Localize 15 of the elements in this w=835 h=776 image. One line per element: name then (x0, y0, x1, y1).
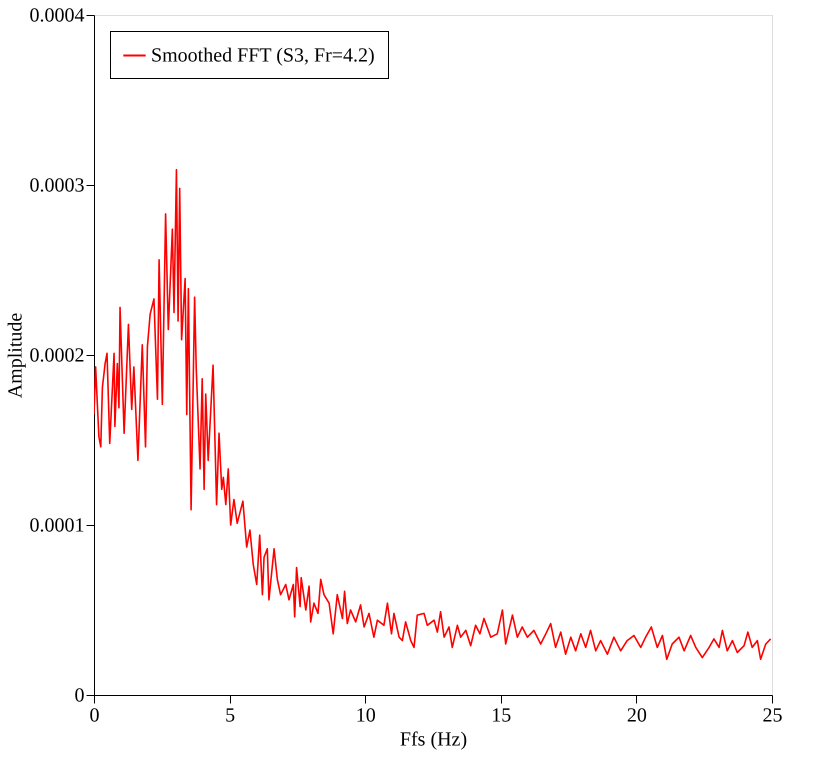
y-tick-label: 0.0001 (30, 514, 84, 536)
line-series (94, 168, 772, 660)
y-tick-label: 0.0004 (30, 4, 84, 26)
x-tick-label: 0 (90, 704, 100, 726)
legend-label: Smoothed FFT (S3, Fr=4.2) (151, 44, 375, 66)
x-tick-label: 5 (225, 704, 236, 726)
x-tick-label: 25 (762, 704, 782, 726)
x-tick-label: 20 (626, 704, 647, 726)
x-axis-title: Ffs (Hz) (400, 728, 468, 750)
y-axis-title: Amplitude (4, 312, 26, 398)
y-tick-label: 0.0003 (30, 174, 84, 196)
y-tick-label: 0 (74, 684, 84, 706)
x-tick-label: 15 (491, 704, 512, 726)
y-tick-label: 0.0002 (30, 344, 84, 366)
x-tick-label: 10 (356, 704, 376, 726)
